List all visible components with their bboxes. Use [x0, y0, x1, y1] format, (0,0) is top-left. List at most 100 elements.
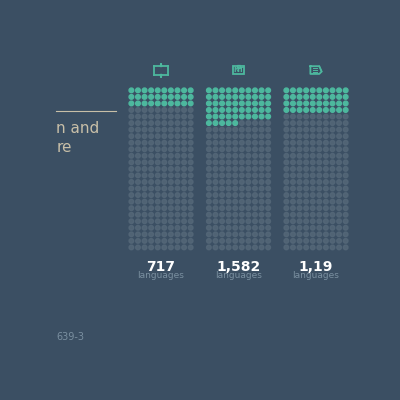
Bar: [237, 65, 240, 68]
Circle shape: [291, 232, 295, 237]
Circle shape: [310, 127, 315, 132]
Circle shape: [337, 206, 341, 210]
Circle shape: [337, 212, 341, 217]
Circle shape: [291, 121, 295, 125]
Circle shape: [175, 193, 180, 197]
Circle shape: [233, 121, 238, 125]
Circle shape: [213, 166, 218, 171]
Circle shape: [175, 206, 180, 210]
Circle shape: [266, 101, 270, 106]
Circle shape: [259, 140, 264, 145]
Circle shape: [233, 108, 238, 112]
Circle shape: [324, 238, 328, 243]
Circle shape: [240, 94, 244, 99]
Circle shape: [175, 199, 180, 204]
Circle shape: [246, 108, 251, 112]
Circle shape: [246, 245, 251, 250]
Circle shape: [324, 121, 328, 125]
Circle shape: [324, 232, 328, 237]
Circle shape: [337, 199, 341, 204]
Circle shape: [266, 206, 270, 210]
Circle shape: [149, 173, 154, 178]
Circle shape: [240, 238, 244, 243]
Circle shape: [142, 147, 147, 152]
Circle shape: [136, 154, 140, 158]
Circle shape: [168, 199, 173, 204]
Circle shape: [156, 199, 160, 204]
Circle shape: [253, 108, 257, 112]
Circle shape: [156, 186, 160, 191]
Circle shape: [343, 160, 348, 165]
Circle shape: [304, 140, 308, 145]
Circle shape: [156, 127, 160, 132]
Circle shape: [220, 245, 224, 250]
Circle shape: [291, 219, 295, 224]
Circle shape: [162, 160, 167, 165]
Circle shape: [253, 88, 257, 93]
Circle shape: [310, 226, 315, 230]
Circle shape: [149, 232, 154, 237]
Circle shape: [330, 212, 335, 217]
Circle shape: [259, 219, 264, 224]
Circle shape: [310, 193, 315, 197]
Circle shape: [317, 199, 322, 204]
Circle shape: [330, 134, 335, 138]
Circle shape: [206, 88, 211, 93]
Circle shape: [233, 160, 238, 165]
Circle shape: [168, 114, 173, 119]
Circle shape: [246, 226, 251, 230]
Circle shape: [304, 154, 308, 158]
Circle shape: [220, 193, 224, 197]
Circle shape: [310, 134, 315, 138]
Circle shape: [188, 101, 193, 106]
Circle shape: [162, 147, 167, 152]
Text: languages: languages: [292, 270, 340, 280]
Circle shape: [304, 147, 308, 152]
Circle shape: [182, 199, 186, 204]
Circle shape: [188, 94, 193, 99]
Circle shape: [226, 88, 231, 93]
Circle shape: [240, 232, 244, 237]
Circle shape: [240, 134, 244, 138]
Circle shape: [162, 232, 167, 237]
Circle shape: [162, 94, 167, 99]
Circle shape: [175, 245, 180, 250]
Circle shape: [175, 226, 180, 230]
Circle shape: [233, 154, 238, 158]
Circle shape: [213, 108, 218, 112]
Circle shape: [226, 134, 231, 138]
Circle shape: [182, 108, 186, 112]
Circle shape: [330, 180, 335, 184]
Circle shape: [304, 88, 308, 93]
Circle shape: [330, 121, 335, 125]
Circle shape: [129, 186, 134, 191]
Text: 1,19: 1,19: [299, 260, 333, 274]
Circle shape: [240, 166, 244, 171]
Circle shape: [188, 180, 193, 184]
Circle shape: [259, 114, 264, 119]
Circle shape: [168, 180, 173, 184]
Circle shape: [246, 140, 251, 145]
Circle shape: [175, 180, 180, 184]
Circle shape: [291, 193, 295, 197]
Circle shape: [304, 101, 308, 106]
Circle shape: [330, 238, 335, 243]
Circle shape: [233, 245, 238, 250]
Circle shape: [324, 127, 328, 132]
Circle shape: [149, 114, 154, 119]
Circle shape: [324, 101, 328, 106]
Circle shape: [337, 226, 341, 230]
Circle shape: [206, 101, 211, 106]
Circle shape: [129, 140, 134, 145]
Circle shape: [330, 193, 335, 197]
Circle shape: [259, 193, 264, 197]
Circle shape: [142, 108, 147, 112]
Circle shape: [233, 212, 238, 217]
Circle shape: [337, 121, 341, 125]
Circle shape: [337, 114, 341, 119]
Circle shape: [175, 166, 180, 171]
Circle shape: [175, 238, 180, 243]
Circle shape: [129, 180, 134, 184]
Circle shape: [259, 127, 264, 132]
Circle shape: [343, 232, 348, 237]
